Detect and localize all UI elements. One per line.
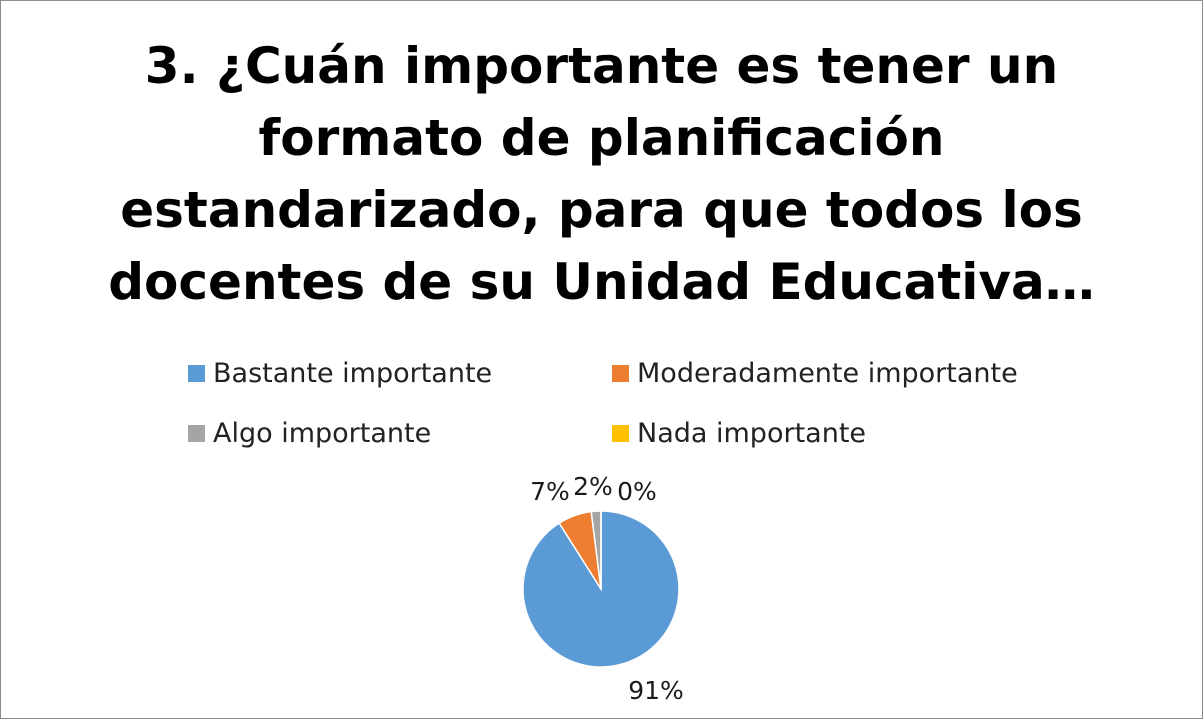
pie-slices [522,510,680,668]
legend-swatch-nada [612,424,629,442]
legend-swatch-bastante [188,364,205,382]
legend-swatch-moderadamente [612,364,629,382]
legend-label-algo: Algo importante [213,417,432,449]
legend-label-moderadamente: Moderadamente importante [637,357,1018,389]
pie-label-bastante: 91% [628,676,684,705]
legend-label-bastante: Bastante importante [213,357,493,389]
legend-item-algo: Algo importante [188,417,432,449]
chart-title: 3. ¿Cuán importante es tener un formato … [0,30,1203,318]
legend-item-bastante: Bastante importante [188,357,493,389]
legend-item-nada: Nada importante [612,417,867,449]
chart-title-line-3: estandarizado, para que todos los [120,181,1083,239]
pie-label-nada: 0% [617,477,657,506]
chart-title-line-2: formato de planificación [258,109,945,167]
legend-item-moderadamente: Moderadamente importante [612,357,1018,389]
pie-label-moderadamente: 7% [530,477,570,506]
chart-title-line-1: 3. ¿Cuán importante es tener un [144,37,1059,95]
chart-title-line-4: docentes de su Unidad Educativa… [108,253,1095,311]
legend-swatch-algo [188,424,205,442]
pie-label-algo: 2% [573,472,613,501]
pie-labels: 91% 7% 2% 0% [530,472,684,705]
legend-label-nada: Nada importante [637,417,867,449]
